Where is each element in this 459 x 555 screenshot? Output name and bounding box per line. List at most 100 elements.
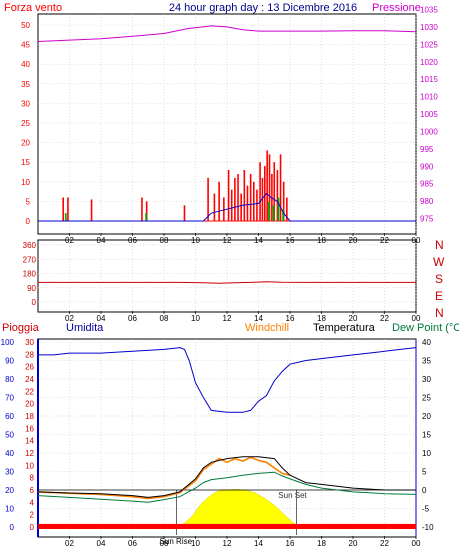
rain-tick-26: 26 — [25, 363, 34, 372]
wind-x-tick-10: 10 — [191, 236, 200, 245]
rain-tick-8: 8 — [30, 474, 35, 483]
direction-tick-90: 90 — [27, 284, 36, 293]
rain-bar — [38, 523, 416, 529]
rain-axis-label: Pioggia — [2, 322, 40, 334]
pressure-tick-990: 990 — [420, 162, 434, 171]
direction-x-tick-00: 00 — [412, 314, 421, 323]
rain-tick-14: 14 — [25, 437, 34, 446]
temperature-x-tick-04: 04 — [97, 539, 106, 548]
rain-tick-22: 22 — [25, 387, 34, 396]
wind-x-tick-00: 00 — [412, 236, 421, 245]
pressure-line — [37, 25, 417, 42]
direction-letter-n-bottom: N — [435, 306, 444, 320]
temperature-tick-10: 10 — [422, 449, 431, 458]
pressure-tick-1035: 1035 — [420, 5, 438, 14]
wind-x-tick-22: 22 — [380, 236, 389, 245]
wind-x-tick-08: 08 — [160, 236, 169, 245]
temperature-x-tick-00: 00 — [412, 539, 421, 548]
direction-x-tick-04: 04 — [97, 314, 106, 323]
rain-tick-10: 10 — [25, 461, 34, 470]
wind-average-line — [38, 192, 416, 222]
rain-tick-0: 0 — [30, 523, 35, 532]
humidity-axis-label: Umidita — [66, 322, 104, 334]
pressure-tick-980: 980 — [420, 197, 434, 206]
humidity-tick-40: 40 — [5, 449, 14, 458]
panel-direction-grid — [38, 240, 417, 312]
chart-title: 24 hour graph day : 13 Dicembre 2016 — [169, 2, 357, 14]
direction-letter-w: W — [433, 255, 445, 269]
temperature-x-tick-08: 08 — [160, 539, 169, 548]
sunrise-label: Sun Rise — [160, 537, 193, 546]
wind-tick-25: 25 — [21, 119, 30, 128]
wind-tick-45: 45 — [21, 41, 30, 50]
pressure-tick-1010: 1010 — [420, 93, 438, 102]
rain-tick-24: 24 — [25, 375, 34, 384]
humidity-tick-labels: 0 10 20 30 40 50 60 70 80 90 100 — [1, 338, 15, 532]
direction-x-tick-20: 20 — [349, 314, 358, 323]
rain-tick-20: 20 — [25, 400, 34, 409]
wind-tick-30: 30 — [21, 99, 30, 108]
humidity-tick-10: 10 — [5, 505, 14, 514]
temperature-tick-5: 5 — [422, 468, 427, 477]
pressure-tick-1000: 1000 — [420, 127, 438, 136]
wind-average-bars — [64, 197, 285, 221]
temperature-tick-15: 15 — [422, 431, 431, 440]
dewpoint-line — [37, 471, 417, 503]
temperature-line — [37, 456, 416, 498]
wind-x-tick-20: 20 — [349, 236, 358, 245]
direction-x-tick-10: 10 — [191, 314, 200, 323]
direction-x-tick-06: 06 — [128, 314, 137, 323]
rain-tick-16: 16 — [25, 424, 34, 433]
temperature-tick-labels: -10 -5 0 5 10 15 20 25 30 35 40 — [422, 338, 434, 532]
pressure-tick-labels: 975 980 985 990 995 1000 1005 1010 1015 1020 1025 1… — [420, 5, 438, 223]
temperature-tick-25: 25 — [422, 394, 431, 403]
pressure-tick-1020: 1020 — [420, 58, 438, 67]
temperature-tick-40: 40 — [422, 338, 431, 347]
direction-x-tick-12: 12 — [223, 314, 232, 323]
temperature-tick--10: -10 — [422, 523, 434, 532]
wind-tick-5: 5 — [26, 197, 31, 206]
direction-letter-s: S — [435, 272, 443, 286]
direction-tick-360: 360 — [23, 241, 37, 250]
rain-tick-28: 28 — [25, 350, 34, 359]
direction-x-tick-22: 22 — [380, 314, 389, 323]
direction-tick-labels: 0 90 180 270 360 — [23, 241, 37, 307]
pressure-axis-label: Pressione — [372, 2, 421, 14]
rain-tick-6: 6 — [30, 486, 35, 495]
pressure-tick-1030: 1030 — [420, 23, 438, 32]
wind-tick-15: 15 — [21, 158, 30, 167]
wind-tick-0: 0 — [26, 217, 31, 226]
panel-wind-grid — [38, 14, 417, 234]
panel-temperature-x-tick-labels: 02 04 06 08 10 12 14 16 18 20 22 00 — [65, 536, 421, 548]
wind-speed-tick-labels: 0 5 10 15 20 25 30 35 40 45 50 — [21, 21, 30, 226]
temperature-tick-30: 30 — [422, 375, 431, 384]
humidity-tick-30: 30 — [5, 468, 14, 477]
wind-axis-label: Forza vento — [4, 2, 62, 14]
dewpoint-label: Dew Point (°C — [392, 322, 459, 334]
temperature-tick--5: -5 — [422, 505, 430, 514]
humidity-tick-70: 70 — [5, 394, 14, 403]
pressure-tick-985: 985 — [420, 180, 434, 189]
direction-x-tick-14: 14 — [254, 314, 263, 323]
pressure-tick-995: 995 — [420, 145, 434, 154]
wind-tick-50: 50 — [21, 21, 30, 30]
humidity-tick-100: 100 — [1, 338, 15, 347]
wind-gust-bars — [62, 150, 288, 221]
wind-x-tick-06: 06 — [128, 236, 137, 245]
temperature-tick-35: 35 — [422, 357, 431, 366]
rain-tick-18: 18 — [25, 412, 34, 421]
direction-letter-e: E — [435, 289, 443, 303]
pressure-tick-1015: 1015 — [420, 75, 438, 84]
direction-tick-270: 270 — [23, 255, 37, 264]
wind-x-tick-16: 16 — [286, 236, 295, 245]
temperature-x-tick-22: 22 — [380, 539, 389, 548]
pressure-tick-975: 975 — [420, 215, 434, 224]
temperature-x-tick-10: 10 — [191, 539, 200, 548]
humidity-line — [38, 347, 417, 413]
direction-tick-180: 180 — [23, 270, 37, 279]
temperature-x-tick-16: 16 — [286, 539, 295, 548]
wind-x-tick-14: 14 — [254, 236, 263, 245]
sunset-label: Sun Set — [278, 491, 307, 500]
wind-tick-20: 20 — [21, 139, 30, 148]
